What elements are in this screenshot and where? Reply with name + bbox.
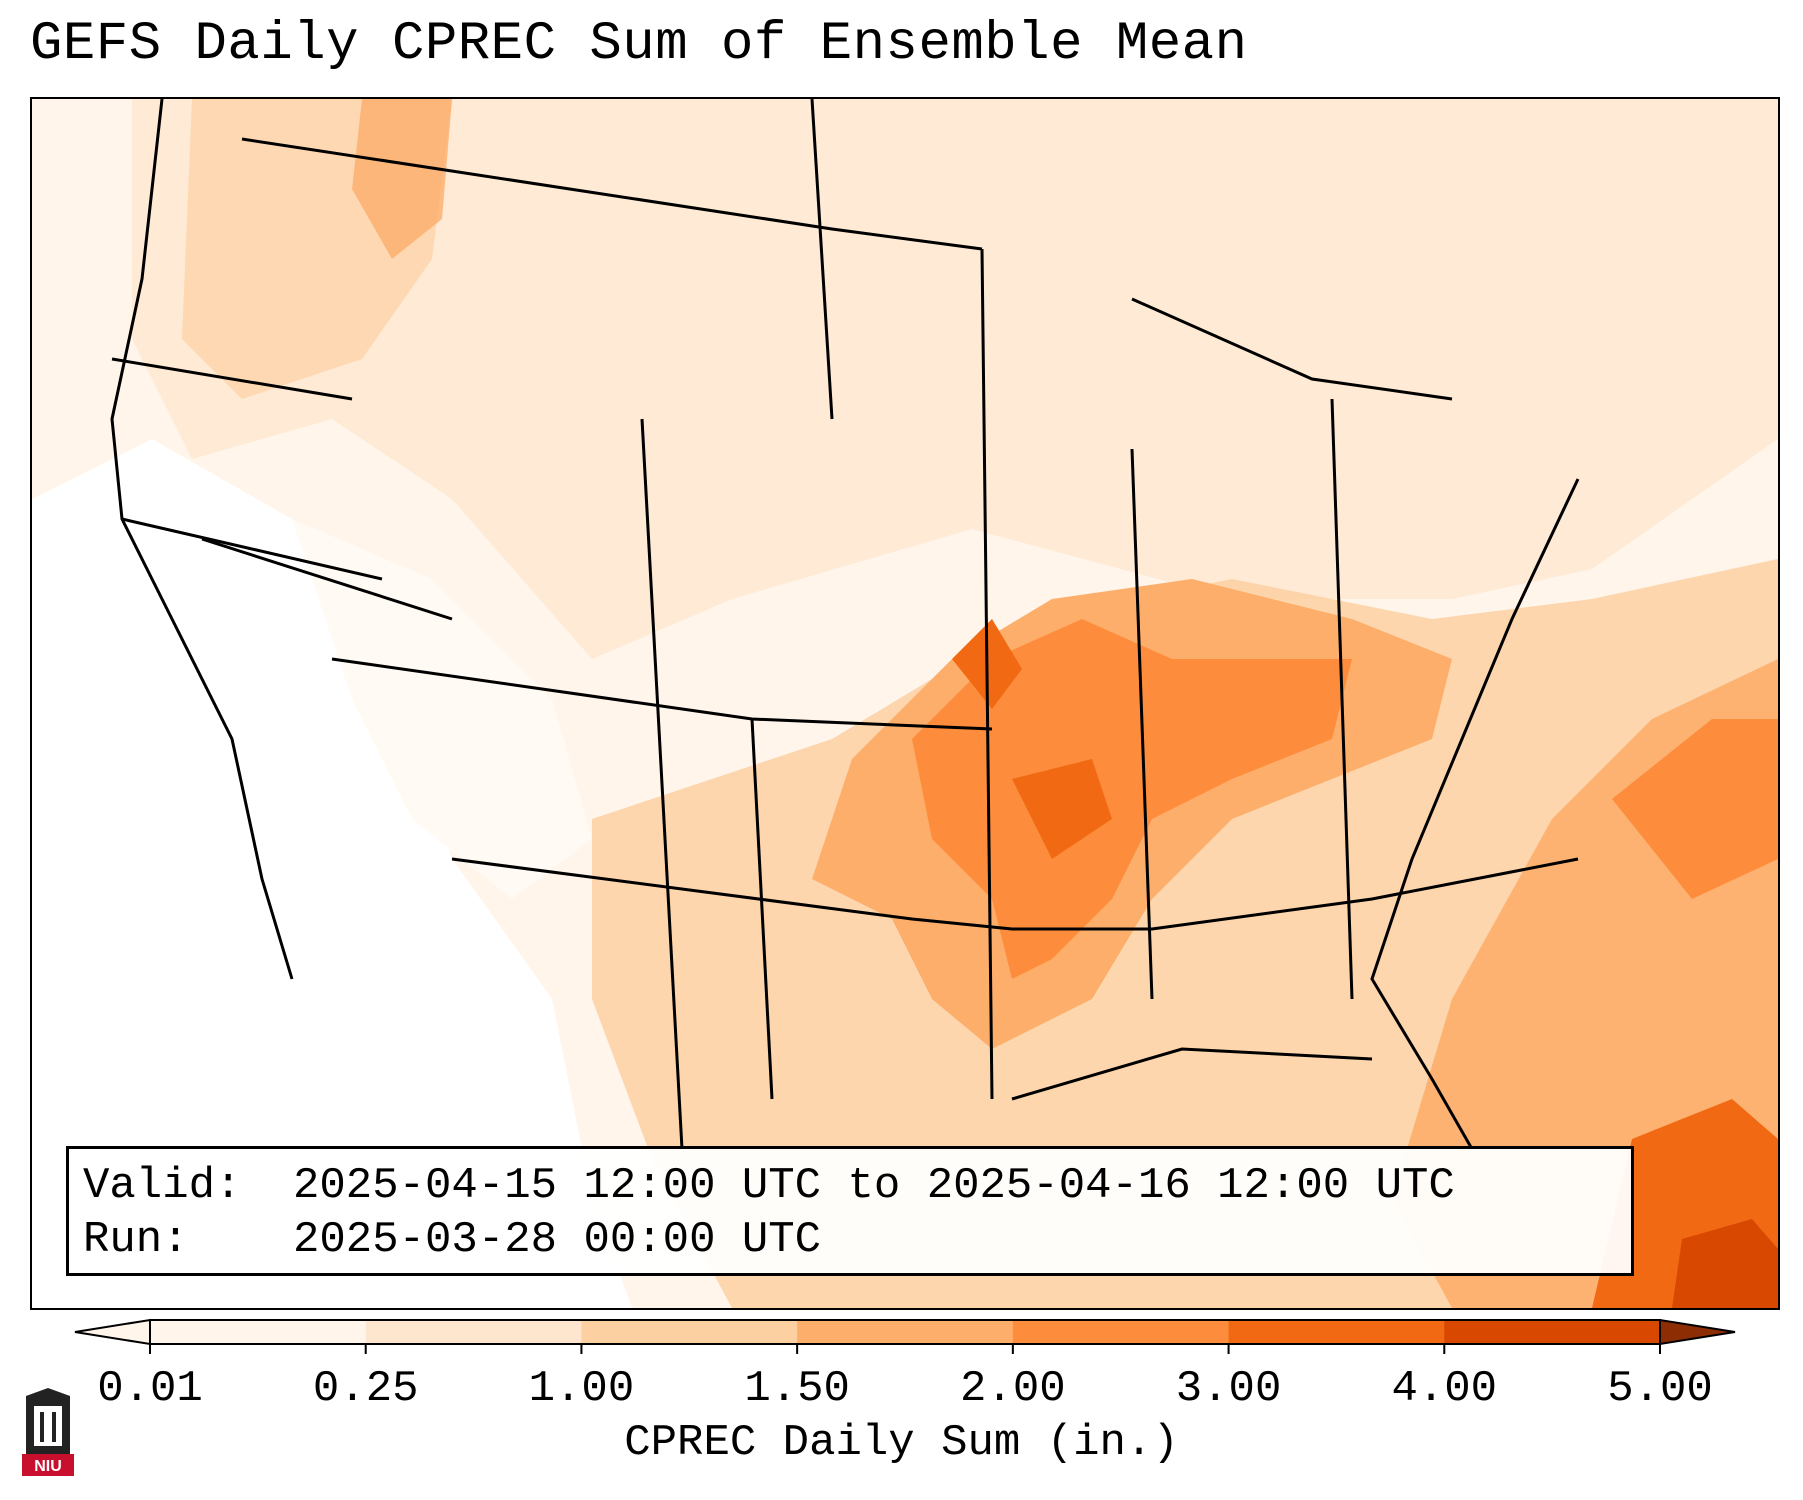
colorbar-segment: [581, 1320, 798, 1344]
logo-banner: [22, 1454, 74, 1476]
appalachian-line: [1330, 398, 1354, 1000]
colorbar-outline: [149, 1319, 1661, 1345]
coastlines-and-borders: [110, 99, 1580, 1150]
precip-cascades: [352, 99, 452, 259]
missouri-river: [980, 248, 994, 1100]
gulf-coast: [1011, 1047, 1373, 1101]
colorbar-tick-label: 5.00: [1607, 1364, 1713, 1414]
colorbar-tick-label: 4.00: [1391, 1364, 1497, 1414]
colorbar-segment: [797, 1320, 1014, 1344]
west-coast: [110, 99, 294, 980]
precip-atlantic-heavy: [1612, 719, 1778, 899]
great-lakes: [1131, 297, 1453, 401]
colorbar-tick-label: 2.00: [960, 1364, 1066, 1414]
logo-window: [34, 1406, 62, 1446]
east-coast: [1370, 478, 1580, 1150]
oregon-line: [121, 517, 383, 581]
colorbar-extend-min: [74, 1318, 151, 1346]
precip-max-arkansas: [1012, 759, 1112, 859]
precip-caribbean-max: [1672, 1219, 1778, 1308]
colorbar: 0.01 0.25 1.00 1.50 2.00 3.00 4.00 5.00: [0, 1310, 1803, 1500]
map-frame: [30, 97, 1780, 1310]
dry-region-west: [32, 439, 632, 1308]
run-label: Run:: [83, 1215, 189, 1265]
colorbar-segment: [1444, 1320, 1661, 1344]
southern-tier: [451, 857, 1579, 931]
colorbar-tick-label: 3.00: [1176, 1364, 1282, 1414]
colorbar-segment: [150, 1320, 367, 1344]
colorbar-segment: [1012, 1320, 1230, 1344]
nevada-line: [201, 537, 453, 621]
precip-map: [32, 99, 1778, 1308]
mississippi-line: [1130, 448, 1154, 1000]
niu-logo: NIU: [20, 1386, 76, 1478]
info-box: Valid: 2025-04-15 12:00 UTC to 2025-04-16…: [66, 1146, 1634, 1276]
dry-region-southwest: [292, 519, 592, 899]
canada-border-west: [241, 137, 983, 251]
dakota-border: [810, 99, 834, 420]
colorbar-svg: 0.01 0.25 1.00 1.50 2.00 3.00 4.00 5.00: [74, 1318, 1736, 1414]
light-precip-north: [132, 99, 1778, 659]
chart-title: GEFS Daily CPREC Sum of Ensemble Mean: [30, 14, 1248, 75]
valid-label: Valid:: [83, 1161, 242, 1211]
texas-line: [750, 718, 774, 1100]
colorbar-label: CPREC Daily Sum (in.): [624, 1418, 1179, 1468]
colorbar-segment: [365, 1320, 582, 1344]
colorbar-extend-max: [1659, 1318, 1736, 1346]
run-value: 2025-03-28 00:00 UTC: [293, 1215, 822, 1265]
colorbar-tick-label: 1.50: [744, 1364, 850, 1414]
logo-text: NIU: [34, 1458, 62, 1475]
run-row: Run: 2025-03-28 00:00 UTC: [83, 1213, 1617, 1267]
valid-value: 2025-04-15 12:00 UTC to 2025-04-16 12:00…: [293, 1161, 1455, 1211]
colorbar-tick-label: 0.01: [97, 1364, 203, 1414]
colorbar-tick-label: 0.25: [313, 1364, 419, 1414]
vertical-border: [640, 418, 684, 1150]
colorbar-segment: [1228, 1320, 1445, 1344]
precip-heavy-core: [912, 619, 1352, 979]
colorbar-tick-label: 1.00: [529, 1364, 635, 1414]
washington-line: [111, 357, 353, 401]
valid-row: Valid: 2025-04-15 12:00 UTC to 2025-04-16…: [83, 1159, 1617, 1213]
